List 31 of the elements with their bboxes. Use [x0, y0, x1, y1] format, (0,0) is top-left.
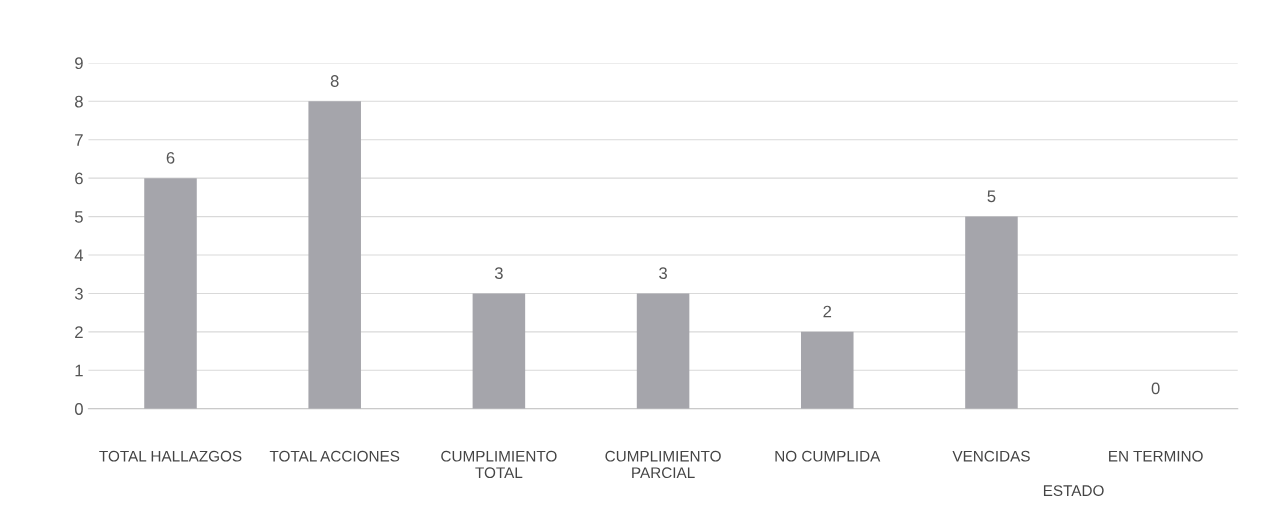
data-label: 0 — [1151, 382, 1160, 395]
bar — [965, 216, 1018, 409]
data-label: 5 — [987, 190, 996, 203]
bar — [144, 178, 197, 409]
y-tick-label: 1 — [75, 364, 83, 377]
y-tick-label: 4 — [74, 249, 84, 262]
y-tick-label: 8 — [75, 95, 83, 108]
bar — [800, 331, 854, 409]
x-tick-label: CUMPLIMIENTO TOTAL — [441, 450, 557, 479]
bar — [308, 101, 361, 409]
bar — [636, 293, 690, 409]
data-label: 3 — [659, 267, 667, 280]
data-label: 8 — [330, 75, 339, 87]
data-label: 6 — [166, 151, 175, 164]
x-tick-label: EN TERMINO — [1109, 450, 1203, 462]
y-tick-label: 5 — [74, 211, 83, 223]
y-tick-label: 6 — [75, 172, 83, 185]
x-tick-label: VENCIDAS — [952, 450, 1030, 462]
data-label: 2 — [823, 305, 832, 318]
y-tick-label: 3 — [74, 287, 83, 300]
y-tick-label: 2 — [75, 326, 83, 338]
x-tick-label: TOTAL ACCIONES — [269, 450, 400, 462]
y-tick-label: 7 — [75, 134, 83, 146]
data-label: 3 — [494, 267, 503, 280]
x-tick-label: TOTAL HALLAZGOS — [99, 450, 242, 462]
text: ESTADO — [1043, 485, 1104, 497]
x-tick-label: NO CUMPLIDA — [775, 450, 881, 462]
y-tick-label: 0 — [74, 403, 83, 415]
x-tick-label: CUMPLIMIENTO PARCIAL — [605, 450, 721, 479]
y-tick-label: 9 — [75, 57, 83, 70]
bar — [472, 293, 526, 409]
